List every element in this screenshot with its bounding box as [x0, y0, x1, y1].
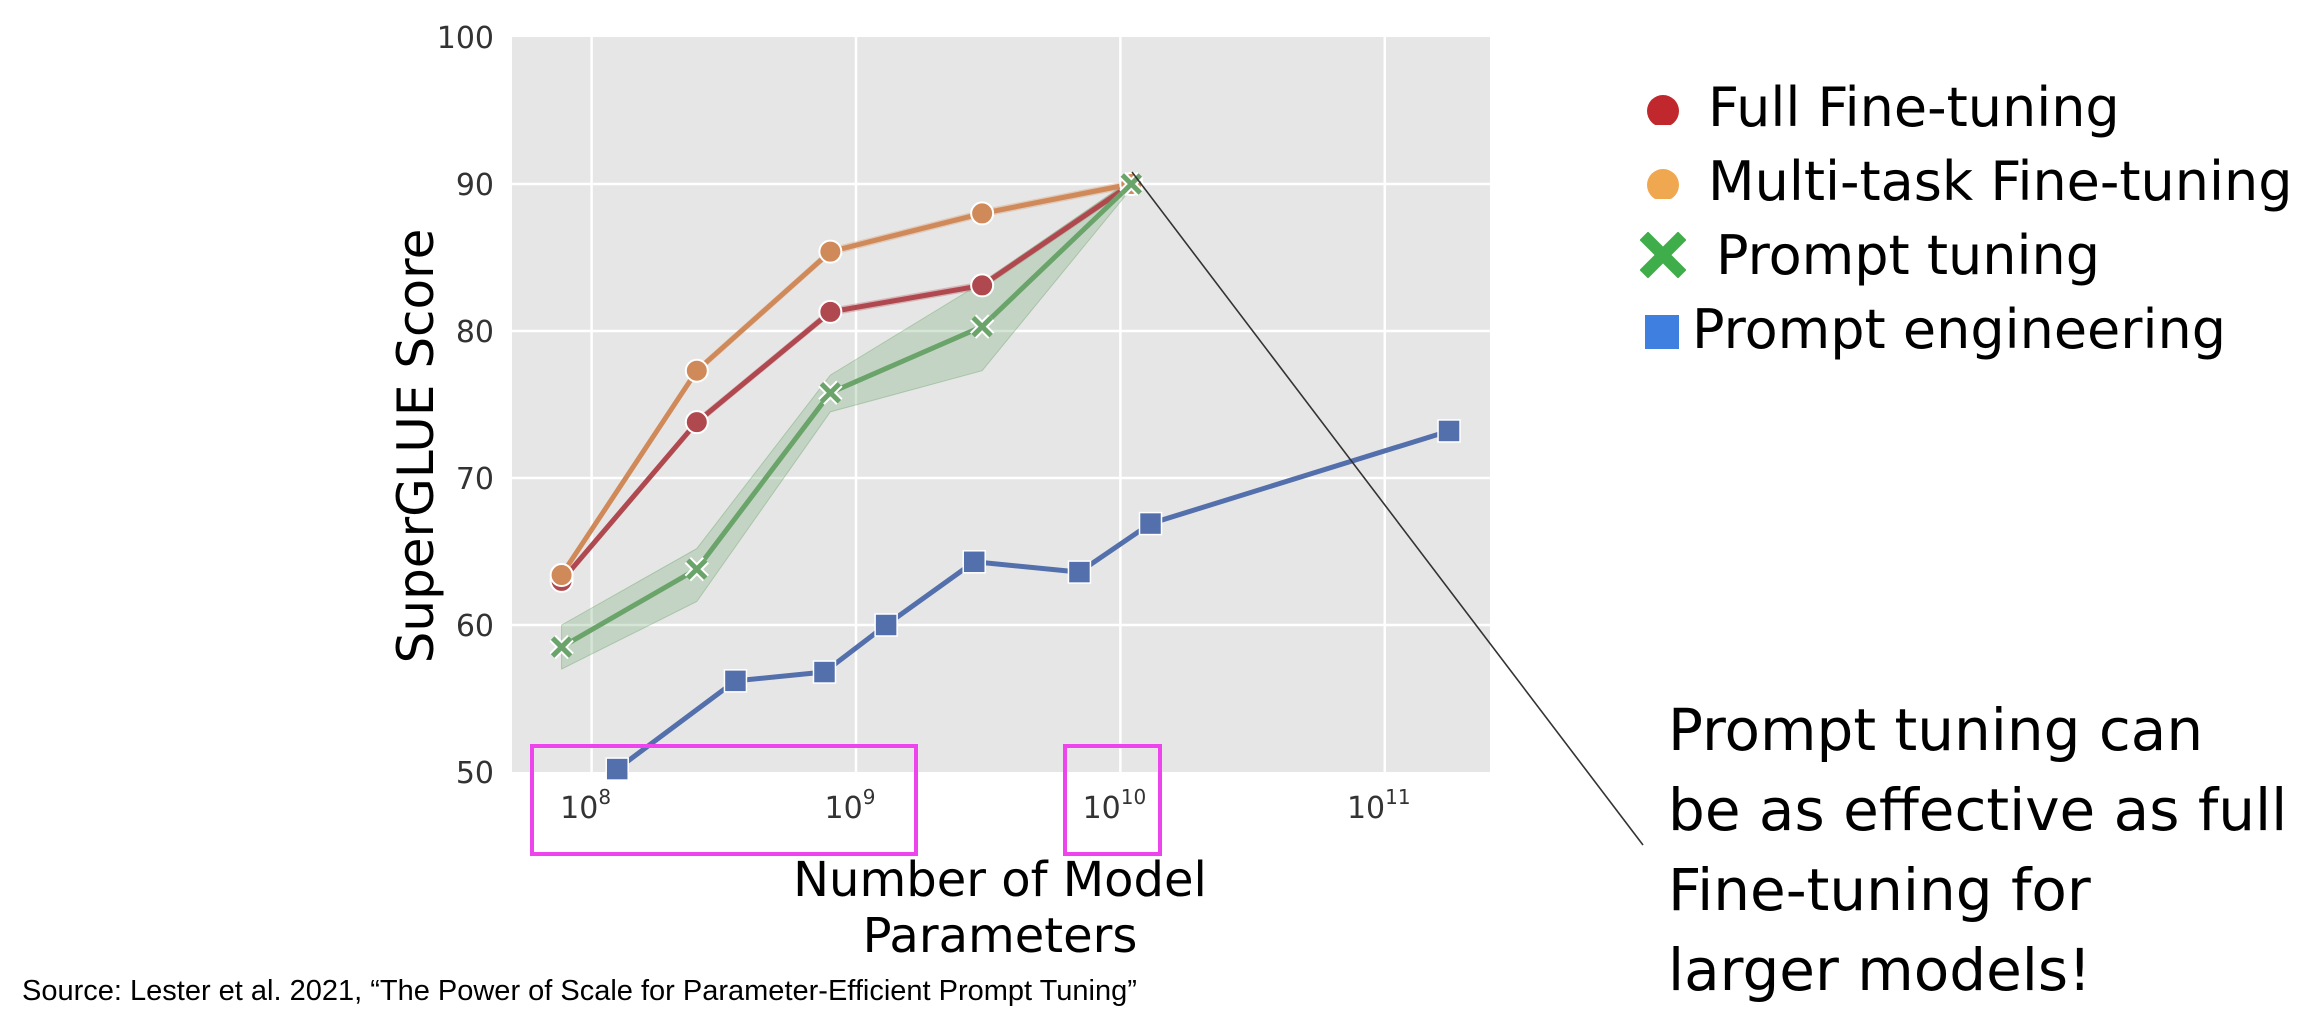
legend-item-multi-task-fine-tuning: Multi-task Fine-tuning — [1640, 144, 2293, 218]
data-point — [1437, 419, 1461, 443]
data-point — [723, 669, 748, 693]
data-point — [971, 315, 993, 338]
data-point — [1067, 560, 1092, 584]
callout-text: Prompt tuning can be as effective as ful… — [1668, 690, 2288, 1010]
legend-label: Prompt engineering — [1692, 297, 2226, 361]
data-point — [605, 757, 629, 781]
data-point — [818, 299, 843, 324]
data-point — [819, 381, 842, 404]
plot-background — [512, 37, 1490, 772]
data-point — [684, 410, 709, 435]
data-point — [812, 660, 837, 684]
gridlines — [512, 37, 1490, 772]
legend-label: Prompt tuning — [1716, 223, 2101, 287]
callout-arrow — [1131, 171, 1644, 846]
y-tick-label: 90 — [456, 168, 494, 203]
data-point — [818, 239, 843, 264]
data-point — [970, 201, 995, 226]
green-x-icon — [1640, 232, 1686, 278]
orange-dot-icon — [1640, 158, 1686, 204]
y-tick-label: 100 — [437, 21, 494, 56]
data-point — [549, 563, 574, 588]
blue-square-icon — [1640, 306, 1686, 352]
y-tick-label: 70 — [456, 462, 494, 497]
source-citation: Source: Lester et al. 2021, “The Power o… — [22, 975, 1137, 1007]
legend-item-prompt-engineering: Prompt engineering — [1640, 292, 2293, 366]
legend: Full Fine-tuning Multi-task Fine-tuning … — [1640, 70, 2293, 366]
y-tick-label: 50 — [456, 756, 494, 791]
callout-line: larger models! — [1668, 936, 2092, 1004]
y-axis-label: SuperGLUE Score — [387, 228, 445, 664]
series-line-3 — [615, 428, 1450, 772]
x-tick-label: 1011 — [1347, 785, 1411, 826]
data-point — [550, 636, 573, 658]
y-tick-label: 60 — [456, 609, 494, 644]
callout-line: be as effective as full — [1668, 776, 2288, 844]
legend-item-full-fine-tuning: Full Fine-tuning — [1640, 70, 2293, 144]
x-tick-label: 1010 — [1083, 785, 1147, 826]
data-point — [962, 550, 986, 574]
x-axis-label: Number of Model Parameters — [793, 852, 1207, 964]
legend-label: Multi-task Fine-tuning — [1708, 149, 2293, 213]
x-axis-ticks: 108 109 1010 1011 — [560, 785, 1410, 826]
data-point — [686, 558, 708, 580]
highlight-box-small-models — [530, 744, 918, 856]
data-point — [970, 273, 995, 298]
x-tick-label: 108 — [560, 785, 611, 826]
y-tick-label: 80 — [456, 315, 494, 350]
callout-line: Prompt tuning can — [1668, 696, 2204, 764]
x-tick-label: 109 — [825, 785, 876, 826]
legend-label: Full Fine-tuning — [1708, 75, 2120, 139]
legend-item-prompt-tuning: Prompt tuning — [1640, 218, 2293, 292]
data-point — [1138, 511, 1163, 536]
highlight-box-large-models — [1063, 744, 1162, 856]
callout-line: Fine-tuning for — [1668, 856, 2091, 924]
red-dot-icon — [1640, 84, 1686, 130]
data-point — [684, 358, 709, 383]
data-point — [874, 613, 898, 637]
y-axis-ticks: 50 60 70 80 90 100 — [437, 21, 494, 791]
